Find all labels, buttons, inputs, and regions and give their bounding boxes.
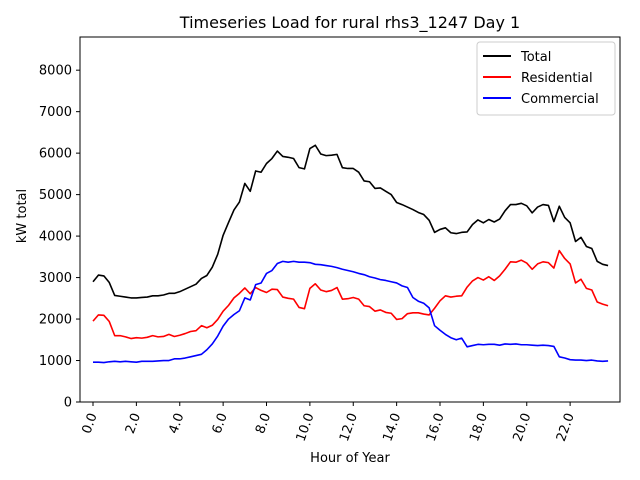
x-tick-label: 4.0 xyxy=(166,411,187,436)
legend-label-total: Total xyxy=(520,50,551,65)
x-tick-label: 6.0 xyxy=(210,411,231,436)
y-tick-label: 0 xyxy=(64,396,72,411)
chart-title: Timeseries Load for rural rhs3_1247 Day … xyxy=(179,13,520,33)
legend-label-residential: Residential xyxy=(521,71,593,86)
y-tick-label: 8000 xyxy=(39,64,72,79)
series-layer xyxy=(92,144,609,364)
legend: Total Residential Commercial xyxy=(476,41,616,116)
x-tick-label: 2.0 xyxy=(123,411,144,436)
series-line-commercial xyxy=(93,260,609,364)
y-tick-label: 5000 xyxy=(39,188,72,203)
y-tick-label: 7000 xyxy=(39,105,72,120)
axes-layer: 0 1000 2000 3000 4000 5000 6000 7000 8000 0.0 2.0 4… xyxy=(39,36,621,444)
y-axis-label: kW total xyxy=(15,189,30,243)
y-tick-label: 4000 xyxy=(39,230,72,245)
y-tick-label: 3000 xyxy=(39,271,72,286)
y-tick-label: 6000 xyxy=(39,147,72,162)
x-tick-label: 8.0 xyxy=(253,411,274,436)
y-tick-label: 2000 xyxy=(39,313,72,328)
x-axis-label: Hour of Year xyxy=(310,451,390,466)
series-line-residential xyxy=(92,249,609,340)
y-tick-label: 1000 xyxy=(39,354,72,369)
plot-frame xyxy=(79,36,621,403)
legend-box xyxy=(476,41,616,116)
x-tick-label: 0.0 xyxy=(80,411,101,436)
series-line-total xyxy=(92,144,609,299)
legend-label-commercial: Commercial xyxy=(521,92,599,107)
